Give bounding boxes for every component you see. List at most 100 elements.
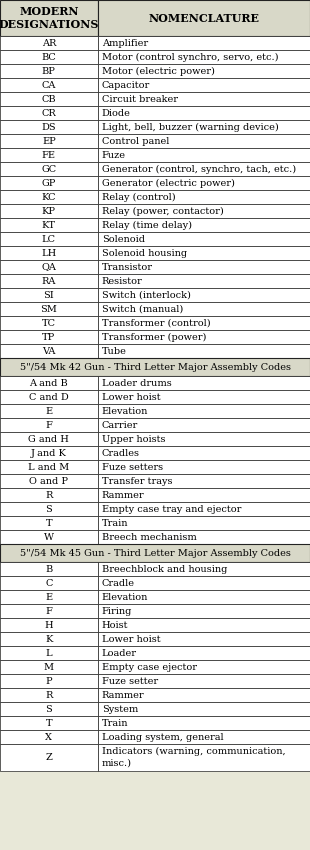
Text: 5"/54 Mk 42 Gun - Third Letter Major Assembly Codes: 5"/54 Mk 42 Gun - Third Letter Major Ass… <box>20 362 290 371</box>
Bar <box>0 316 98 330</box>
Bar <box>98 418 310 432</box>
Bar <box>0 0 98 36</box>
Text: Lower hoist: Lower hoist <box>102 634 160 643</box>
Bar <box>0 218 98 232</box>
Bar <box>0 446 98 460</box>
Bar <box>0 702 98 716</box>
Bar <box>98 404 310 418</box>
Text: P: P <box>46 677 52 685</box>
Text: EP: EP <box>42 137 56 145</box>
Text: Train: Train <box>102 518 128 528</box>
Text: T: T <box>46 518 52 528</box>
Text: L: L <box>46 649 52 658</box>
Text: A and B: A and B <box>29 378 68 388</box>
Text: Firing: Firing <box>102 607 132 615</box>
Bar <box>98 78 310 92</box>
Bar <box>98 302 310 316</box>
Bar <box>0 50 98 64</box>
Bar <box>0 232 98 246</box>
Text: LH: LH <box>41 248 56 258</box>
Bar <box>0 646 98 660</box>
Bar <box>0 176 98 190</box>
Text: Motor (electric power): Motor (electric power) <box>102 66 215 76</box>
Bar <box>98 502 310 516</box>
Text: 5"/54 Mk 45 Gun - Third Letter Major Assembly Codes: 5"/54 Mk 45 Gun - Third Letter Major Ass… <box>20 548 290 558</box>
Text: O and P: O and P <box>29 477 68 485</box>
Text: Tube: Tube <box>102 347 126 355</box>
Bar <box>0 716 98 730</box>
Text: LC: LC <box>42 235 56 243</box>
Bar <box>98 260 310 274</box>
Text: G and H: G and H <box>29 434 69 444</box>
Bar <box>98 106 310 120</box>
Bar <box>0 744 98 771</box>
Text: Resistor: Resistor <box>102 276 142 286</box>
Text: E: E <box>45 592 52 602</box>
Bar <box>98 632 310 646</box>
Bar <box>0 674 98 688</box>
Bar <box>98 176 310 190</box>
Bar <box>0 404 98 418</box>
Text: Transistor: Transistor <box>102 263 153 271</box>
Text: Solenoid: Solenoid <box>102 235 145 243</box>
Bar <box>0 358 310 376</box>
Text: L and M: L and M <box>28 462 69 472</box>
Text: Motor (control synchro, servo, etc.): Motor (control synchro, servo, etc.) <box>102 53 278 61</box>
Text: FE: FE <box>42 150 56 160</box>
Text: Amplifier: Amplifier <box>102 38 148 48</box>
Bar <box>0 190 98 204</box>
Bar <box>98 92 310 106</box>
Text: KT: KT <box>42 220 56 230</box>
Text: Relay (power, contactor): Relay (power, contactor) <box>102 207 224 216</box>
Bar <box>0 604 98 618</box>
Text: Relay (control): Relay (control) <box>102 192 175 201</box>
Text: H: H <box>45 620 53 630</box>
Bar <box>0 516 98 530</box>
Text: Empty case ejector: Empty case ejector <box>102 662 197 672</box>
Text: T: T <box>46 718 52 728</box>
Text: M: M <box>44 662 54 672</box>
Bar <box>98 730 310 744</box>
Bar <box>98 488 310 502</box>
Bar <box>98 390 310 404</box>
Bar <box>0 418 98 432</box>
Text: J and K: J and K <box>31 449 67 457</box>
Bar <box>0 618 98 632</box>
Text: S: S <box>46 705 52 713</box>
Bar <box>0 632 98 646</box>
Text: Rammer: Rammer <box>102 690 144 700</box>
Text: Switch (manual): Switch (manual) <box>102 304 183 314</box>
Bar <box>98 218 310 232</box>
Text: Lower hoist: Lower hoist <box>102 393 160 401</box>
Text: B: B <box>45 564 52 574</box>
Text: CB: CB <box>42 94 56 104</box>
Bar <box>98 460 310 474</box>
Text: Generator (control, synchro, tach, etc.): Generator (control, synchro, tach, etc.) <box>102 164 296 173</box>
Text: KC: KC <box>42 192 56 201</box>
Bar <box>98 674 310 688</box>
Text: Loader drums: Loader drums <box>102 378 171 388</box>
Bar <box>0 106 98 120</box>
Bar <box>0 502 98 516</box>
Bar <box>98 344 310 358</box>
Text: CR: CR <box>42 109 56 117</box>
Bar <box>0 488 98 502</box>
Text: CA: CA <box>42 81 56 89</box>
Bar <box>0 660 98 674</box>
Bar <box>0 162 98 176</box>
Bar <box>0 148 98 162</box>
Text: Cradle: Cradle <box>102 579 135 587</box>
Bar <box>98 120 310 134</box>
Text: Relay (time delay): Relay (time delay) <box>102 220 192 230</box>
Bar <box>98 744 310 771</box>
Bar <box>0 120 98 134</box>
Bar <box>98 660 310 674</box>
Bar <box>98 190 310 204</box>
Text: TP: TP <box>42 332 55 342</box>
Bar <box>98 474 310 488</box>
Bar <box>98 50 310 64</box>
Bar <box>98 246 310 260</box>
Text: Light, bell, buzzer (warning device): Light, bell, buzzer (warning device) <box>102 122 278 132</box>
Text: Switch (interlock): Switch (interlock) <box>102 291 191 299</box>
Text: Cradles: Cradles <box>102 449 140 457</box>
